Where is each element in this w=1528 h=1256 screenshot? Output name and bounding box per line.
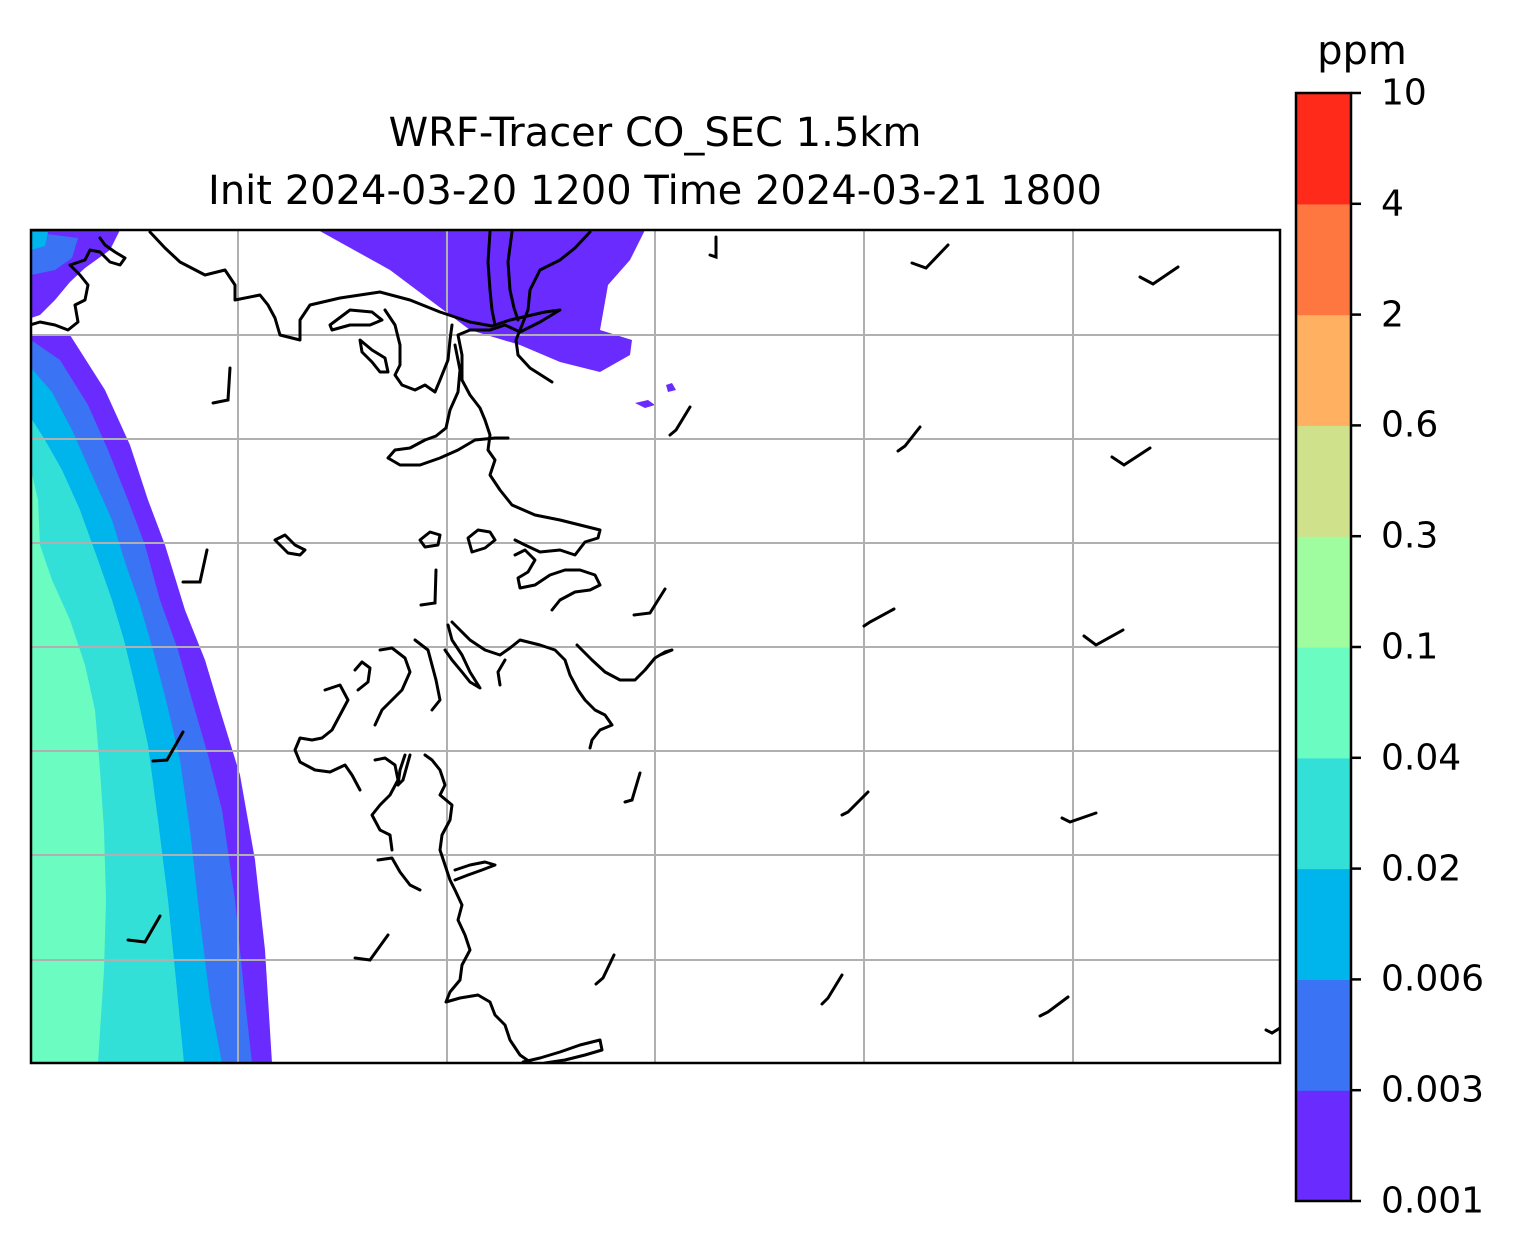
colorbar-segment: [1296, 757, 1351, 870]
wind-barb: [632, 587, 667, 617]
wind-barb: [623, 771, 642, 804]
wind-barb: [820, 973, 844, 1006]
map-frame: [29, 228, 1282, 1065]
colorbar: [1294, 91, 1361, 1203]
wind-barbs: [126, 235, 1280, 1035]
colorbar-tick-label: 0.04: [1381, 737, 1462, 779]
colorbar-tick-label: 0.003: [1381, 1069, 1485, 1111]
colorbar-segment: [1296, 536, 1351, 648]
colorbar-segment: [1296, 203, 1351, 316]
wind-barb: [181, 548, 209, 584]
wind-barb: [1264, 1026, 1280, 1035]
wind-barb: [668, 405, 692, 437]
map-plot-area: [31, 230, 1280, 1063]
wind-barb: [396, 753, 412, 787]
colorbar-tick-label: 0.3: [1381, 515, 1439, 557]
wind-barb: [1138, 265, 1180, 286]
wind-barb: [419, 568, 438, 607]
contour-0.04: [31, 470, 106, 1063]
title-line-2: Init 2024-03-20 1200 Time 2024-03-21 180…: [208, 168, 1102, 214]
colorbar-segment: [1296, 647, 1351, 759]
colorbar-tick-label: 0.1: [1381, 626, 1439, 668]
wind-barb: [353, 933, 390, 962]
contour-0.001-patch-b: [666, 383, 676, 392]
map-gridlines: [31, 230, 1280, 1063]
wind-barb: [910, 243, 950, 270]
contour-0.001-north: [318, 230, 645, 372]
wind-barb: [594, 953, 616, 986]
contour-0.001-patch-a: [635, 400, 655, 408]
colorbar-tick-label: 0.006: [1381, 958, 1485, 1000]
wind-barb: [862, 607, 896, 628]
wind-barb: [126, 914, 162, 944]
wind-barb: [1110, 446, 1152, 467]
title-line-1: WRF-Tracer CO_SEC 1.5km: [388, 110, 922, 156]
colorbar-segment: [1296, 425, 1351, 537]
colorbar-segment: [1296, 1090, 1351, 1202]
wind-barb: [708, 235, 718, 260]
coastline: [31, 230, 674, 1063]
wind-barb: [1038, 995, 1070, 1018]
wind-barb: [151, 730, 185, 763]
colorbar-tick-label: 0.6: [1381, 404, 1439, 446]
colorbar-segment: [1296, 314, 1351, 426]
tracer-contours: [31, 230, 676, 1063]
colorbar-segment: [1296, 979, 1351, 1091]
colorbar-segment: [1296, 93, 1351, 205]
wind-barb: [1082, 628, 1125, 647]
wind-barb: [896, 425, 922, 453]
colorbar-tick-label: 0.001: [1381, 1180, 1485, 1222]
wind-barb: [1060, 811, 1098, 824]
colorbar-unit-label: ppm: [1317, 28, 1407, 74]
colorbar-tick-label: 10: [1381, 72, 1427, 114]
colorbar-tick-label: 0.02: [1381, 848, 1462, 890]
colorbar-tick-label: 2: [1381, 294, 1404, 336]
colorbar-tick-label: 4: [1381, 183, 1404, 225]
map-title: WRF-Tracer CO_SEC 1.5km Init 2024-03-20 …: [30, 104, 1280, 220]
colorbar-segment: [1296, 868, 1351, 980]
wind-barb: [211, 366, 232, 405]
contour-0.006-northwest: [31, 232, 48, 250]
wind-barb: [840, 790, 870, 817]
